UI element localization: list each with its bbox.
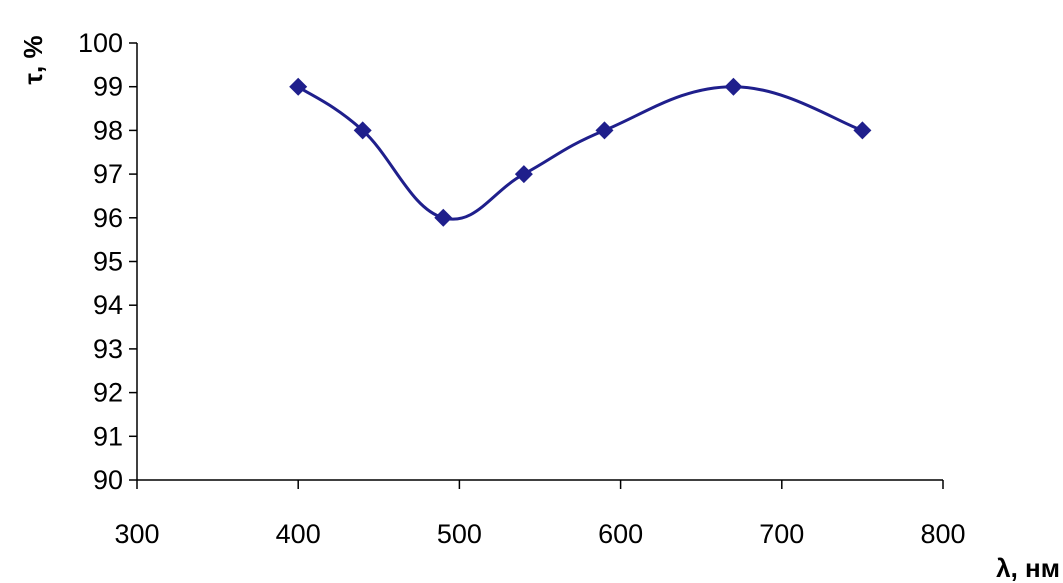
y-tick-label: 93 (93, 334, 123, 364)
y-tick-label: 90 (93, 465, 123, 495)
x-axis-title: λ, нм (996, 553, 1060, 583)
x-tick-label: 800 (920, 519, 965, 549)
y-tick-label: 95 (93, 247, 123, 277)
y-tick-label: 99 (93, 72, 123, 102)
series-layer (289, 77, 872, 227)
y-tick-label: 96 (93, 203, 123, 233)
y-tick-label: 98 (93, 115, 123, 145)
data-point-marker (434, 208, 453, 227)
x-tick-label: 700 (759, 519, 804, 549)
y-tick-label: 92 (93, 378, 123, 408)
y-axis-title: τ, % (18, 35, 48, 84)
data-point-marker (353, 121, 372, 140)
data-point-marker (289, 77, 308, 96)
x-tick-label: 500 (437, 519, 482, 549)
x-axis: 300 400 500 600 700 800 (114, 479, 966, 549)
y-axis: 90 91 92 93 94 95 96 97 98 99 100 (78, 28, 138, 495)
data-point-marker (724, 77, 743, 96)
y-tick-label: 94 (93, 290, 123, 320)
x-tick-label: 400 (276, 519, 321, 549)
data-point-marker (595, 121, 614, 140)
data-point-marker (514, 165, 533, 184)
x-tick-label: 300 (114, 519, 159, 549)
y-tick-label: 91 (93, 421, 123, 451)
x-tick-label: 600 (598, 519, 643, 549)
data-point-marker (853, 121, 872, 140)
series-line (297, 85, 863, 221)
y-tick-label: 100 (78, 28, 123, 58)
y-tick-label: 97 (93, 159, 123, 189)
